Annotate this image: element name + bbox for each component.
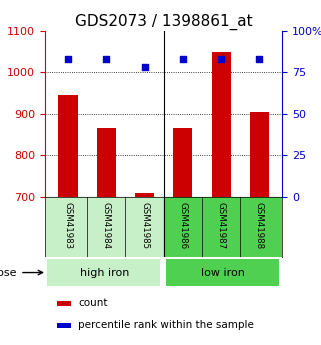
Bar <box>250 112 269 197</box>
FancyBboxPatch shape <box>166 259 279 286</box>
Text: dose: dose <box>0 268 43 277</box>
Point <box>65 57 71 62</box>
Text: GSM41984: GSM41984 <box>102 201 111 249</box>
Title: GDS2073 / 1398861_at: GDS2073 / 1398861_at <box>75 13 253 30</box>
Bar <box>57 301 71 306</box>
Bar <box>58 95 77 197</box>
Bar <box>57 323 71 328</box>
Point <box>180 57 186 62</box>
Text: count: count <box>78 298 108 308</box>
Point <box>104 57 109 62</box>
Point <box>257 57 262 62</box>
FancyBboxPatch shape <box>47 259 160 286</box>
Bar <box>135 193 154 197</box>
Text: GSM41986: GSM41986 <box>178 201 187 249</box>
Bar <box>97 128 116 197</box>
Bar <box>164 197 282 257</box>
Text: high iron: high iron <box>80 268 129 277</box>
Point <box>219 57 224 62</box>
Text: GSM41988: GSM41988 <box>255 201 264 249</box>
Bar <box>173 128 193 197</box>
Text: GSM41987: GSM41987 <box>217 201 226 249</box>
Point <box>142 65 147 70</box>
Bar <box>45 197 164 257</box>
Bar <box>212 52 231 197</box>
Text: GSM41985: GSM41985 <box>140 201 149 249</box>
Text: percentile rank within the sample: percentile rank within the sample <box>78 320 254 330</box>
Text: GSM41983: GSM41983 <box>64 201 73 249</box>
Text: low iron: low iron <box>201 268 245 277</box>
